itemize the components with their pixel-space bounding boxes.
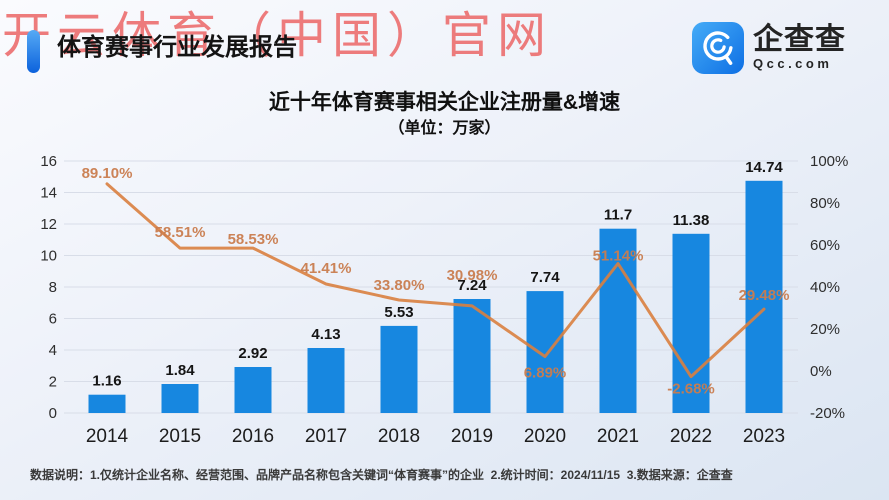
x-axis-label: 2018 [378,426,420,447]
bar-value-label: 7.74 [530,269,560,286]
report-header: 体育赛事行业发展报告 企查查 Qcc.com [0,0,889,90]
qcc-magnifier-icon [692,22,744,74]
x-axis-label: 2016 [232,426,274,447]
x-axis-label: 2019 [451,426,493,447]
bar-value-label: 1.16 [92,373,121,390]
bar [161,384,199,413]
left-axis-tick: 0 [49,405,57,422]
bar-value-label: 4.13 [311,326,340,343]
right-axis-tick: 60% [810,237,840,254]
left-axis-tick: 14 [40,185,57,202]
bar [672,233,710,413]
report-title: 体育赛事行业发展报告 [57,34,297,61]
growth-point-label: 58.51% [155,224,206,241]
qcc-logo-name: 企查查 [753,23,846,56]
growth-point-label: 30.98% [447,267,498,284]
growth-point-label: 58.53% [228,231,279,248]
x-axis-label: 2023 [743,426,785,447]
bar-value-label: 2.92 [238,345,267,362]
bar-value-label: 11.7 [604,207,632,224]
right-axis-tick: -20% [810,405,845,422]
left-axis-tick: 8 [49,279,57,296]
watermark-text: 开云体育（中国）官网 [2,8,553,63]
bar-value-label: 5.53 [384,304,413,321]
qcc-logo: 企查查 Qcc.com [692,22,846,74]
chart-title: 近十年体育赛事相关企业注册量&增速 [268,91,621,114]
x-axis-label: 2014 [86,426,129,447]
bar [88,394,126,413]
growth-point-label: 33.80% [374,277,425,294]
left-axis-tick: 2 [49,374,57,391]
bar-value-label: 1.84 [165,362,195,379]
left-axis-tick: 10 [40,248,57,265]
x-axis-label: 2022 [670,426,712,447]
bar-value-label: 14.74 [745,159,783,176]
bar [526,291,564,413]
right-axis-tick: 20% [810,321,840,338]
left-axis-tick: 12 [40,216,57,233]
bar [307,348,345,413]
growth-point-label: 51.14% [593,248,644,265]
bar [380,325,418,413]
right-axis-tick: 40% [810,279,840,296]
chart-subtitle: （单位：万家） [388,120,501,137]
left-axis-tick: 4 [49,342,57,359]
growth-point-label: 6.89% [524,365,567,382]
left-axis-tick: 16 [40,153,57,170]
x-axis-label: 2021 [597,426,639,447]
x-axis-label: 2015 [159,426,201,447]
bar-value-label: 7.24 [457,277,487,294]
bar [599,228,637,413]
title-accent-bar [27,30,40,73]
right-axis-tick: 80% [810,195,840,212]
growth-point-label: 41.41% [301,260,352,277]
bar-value-label: 11.38 [673,212,710,229]
qcc-logo-domain: Qcc.com [753,56,833,71]
left-axis-tick: 6 [49,311,57,328]
growth-line [105,182,766,379]
bar [234,367,272,413]
x-axis-label: 2020 [524,426,566,447]
chart-canvas: 0 2 4 6 8 10 12 14 16 -20% 0% 20% 40% 60% 80% 100% 1.16 1… [40,153,848,447]
bar [745,180,783,413]
qcc-logo-text: 企查查 Qcc.com [753,22,846,72]
growth-point-label: 89.10% [82,165,133,182]
data-note: 数据说明：1.仅统计企业名称、经营范围、品牌产品名称包含关键词“体育赛事”的企业… [30,468,733,482]
right-axis-tick: 0% [810,363,832,380]
bar [453,299,491,413]
growth-point-label: -2.68% [667,381,715,398]
growth-point-label: 29.48% [739,287,790,304]
x-axis-label: 2017 [305,426,347,447]
right-axis-tick: 100% [810,153,848,170]
